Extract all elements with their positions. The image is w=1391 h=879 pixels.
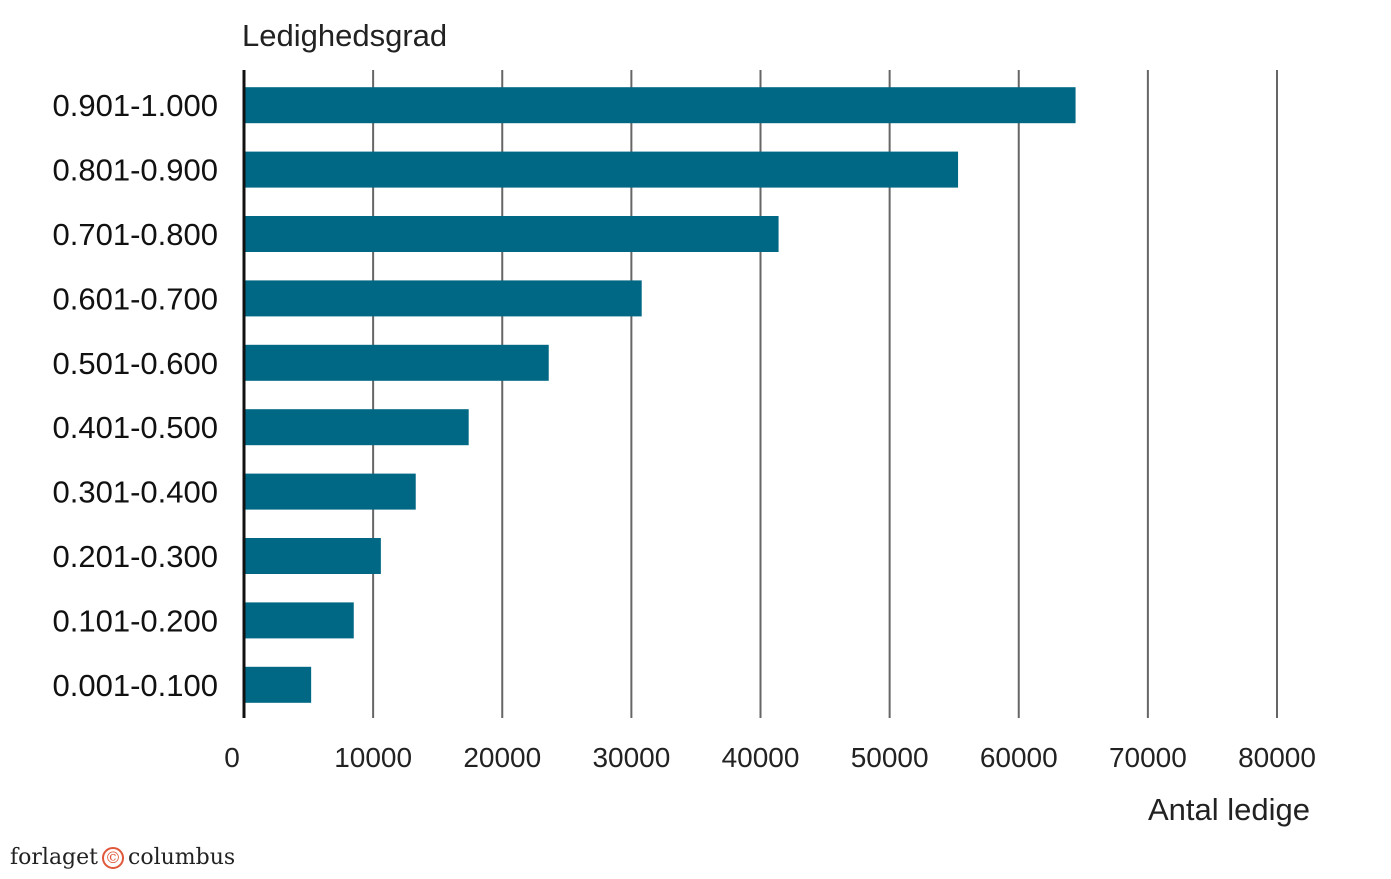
y-tick-label: 0.301-0.400 <box>53 475 218 510</box>
bar <box>244 473 416 510</box>
bar <box>244 602 354 639</box>
x-tick-label: 80000 <box>1238 742 1316 773</box>
bar <box>244 216 779 252</box>
chart-title: Ledighedsgrad <box>242 18 447 53</box>
bar <box>244 87 1076 124</box>
y-tick-label: 0.101-0.200 <box>53 603 218 638</box>
bar <box>244 280 642 317</box>
publisher-logo: forlaget © columbus <box>10 845 235 870</box>
bar <box>244 409 469 446</box>
y-tick-label: 0.401-0.500 <box>53 410 218 445</box>
y-tick-label: 0.801-0.900 <box>53 153 218 188</box>
logo-text-right: columbus <box>128 845 236 870</box>
y-tick-label: 0.601-0.700 <box>53 281 218 316</box>
y-tick-label: 0.901-1.000 <box>53 88 218 123</box>
bar <box>244 151 959 188</box>
x-tick-label: 60000 <box>980 742 1058 773</box>
bar <box>244 538 381 574</box>
y-tick-label: 0.701-0.800 <box>53 217 218 252</box>
x-tick-label: 20000 <box>463 742 541 773</box>
bar <box>244 666 312 703</box>
y-tick-label: 0.501-0.600 <box>53 346 218 381</box>
x-tick-label: 50000 <box>851 742 929 773</box>
x-tick-label: 30000 <box>592 742 670 773</box>
y-tick-label: 0.201-0.300 <box>53 539 218 574</box>
x-tick-label: 70000 <box>1109 742 1187 773</box>
x-tick-label: 40000 <box>722 742 800 773</box>
copyright-icon: © <box>102 846 124 869</box>
bar <box>244 344 549 381</box>
x-axis-label: Antal ledige <box>1148 792 1310 827</box>
logo-text-left: forlaget <box>10 845 98 870</box>
y-tick-label: 0.001-0.100 <box>53 668 218 703</box>
x-tick-label: 10000 <box>334 742 412 773</box>
x-tick-label: 0 <box>224 742 240 773</box>
